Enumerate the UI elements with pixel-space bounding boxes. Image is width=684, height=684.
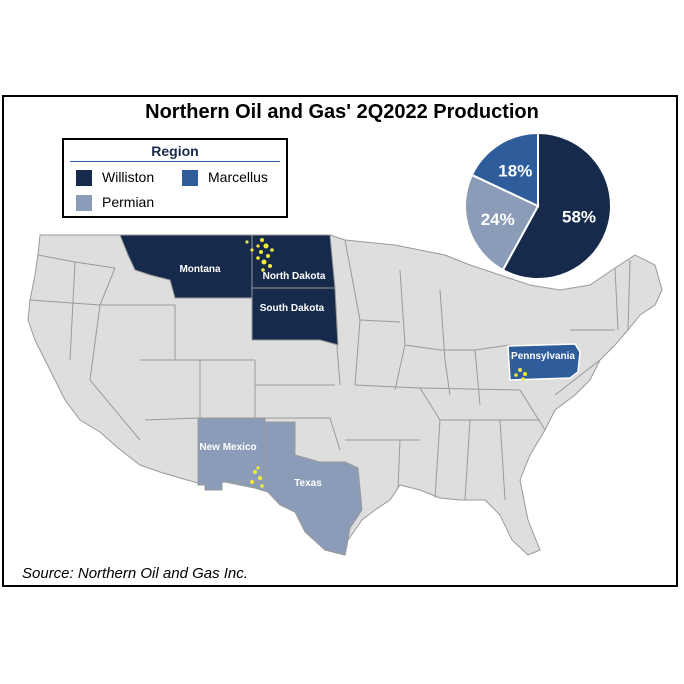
production-pie-chart: 58% 24% 18% (464, 131, 612, 280)
label-pennsylvania: Pennsylvania (511, 351, 575, 362)
legend-title: Region (151, 143, 199, 159)
legend-divider (70, 161, 280, 162)
label-montana: Montana (179, 264, 221, 275)
chart-title: Northern Oil and Gas' 2Q2022 Production (145, 101, 539, 123)
pie-slice-permian (464, 173, 540, 272)
source-note: Source: Northern Oil and Gas Inc. (22, 565, 248, 582)
state-south-dakota (251, 287, 339, 346)
pie-label-marcellus: 18% (498, 161, 532, 180)
well-dots (245, 238, 527, 488)
label-texas: Texas (294, 478, 322, 489)
pie-label-permian: 24% (481, 210, 515, 229)
legend: Region Williston Marcellus Permian (62, 138, 288, 218)
legend-swatch-williston (76, 170, 92, 186)
legend-label-williston: Williston (102, 169, 155, 185)
state-pennsylvania (507, 343, 581, 381)
label-north-dakota: North Dakota (263, 271, 326, 282)
pie-label-williston: 58% (562, 208, 596, 227)
legend-swatch-marcellus (182, 170, 198, 186)
state-texas (224, 421, 363, 556)
state-new-mexico (197, 417, 266, 491)
legend-label-permian: Permian (102, 194, 155, 210)
pie-slice-marcellus (470, 131, 539, 208)
legend-label-marcellus: Marcellus (208, 169, 268, 185)
label-south-dakota: South Dakota (260, 303, 325, 314)
legend-swatch-permian (76, 195, 92, 211)
pie-slice-williston (501, 131, 612, 280)
label-new-mexico: New Mexico (199, 442, 256, 453)
